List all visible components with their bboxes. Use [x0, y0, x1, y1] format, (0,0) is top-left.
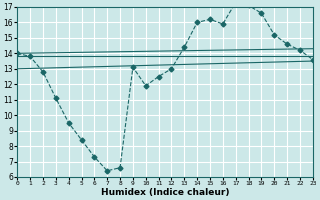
X-axis label: Humidex (Indice chaleur): Humidex (Indice chaleur) [101, 188, 229, 197]
